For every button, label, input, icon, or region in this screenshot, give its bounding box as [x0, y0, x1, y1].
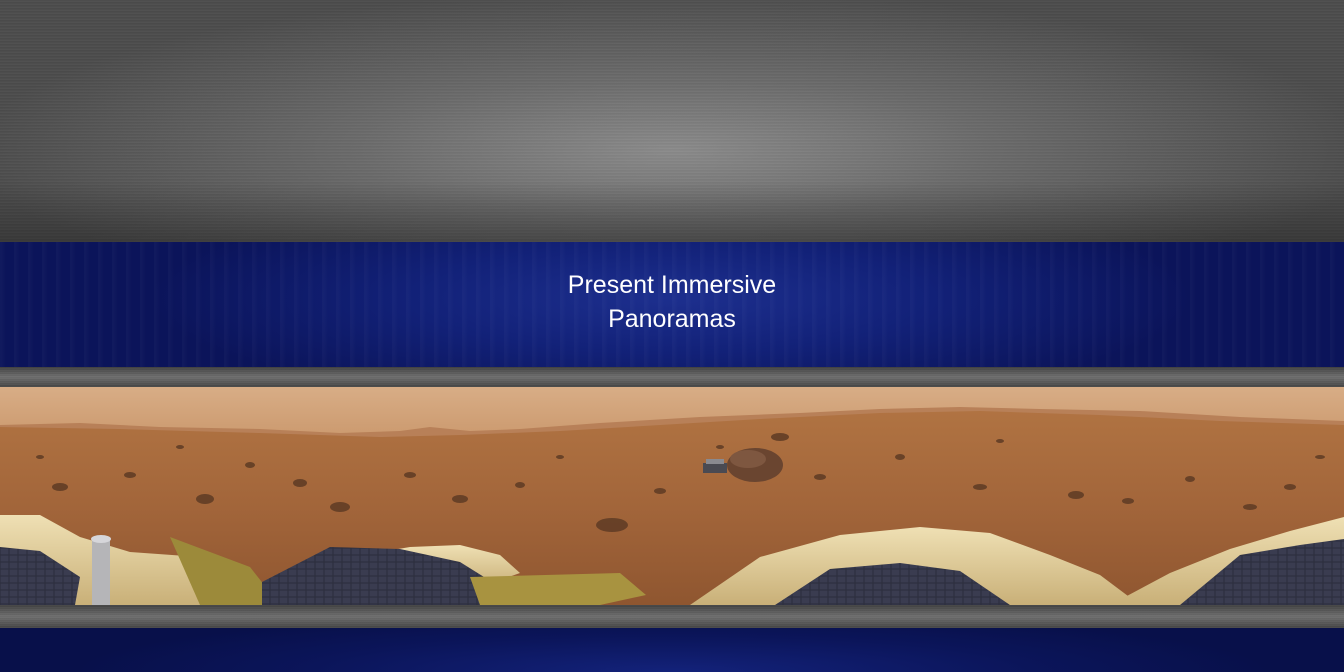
title-band: Present Immersive Panoramas — [0, 242, 1344, 367]
bottom-band — [0, 628, 1344, 672]
title-line-1: Present Immersive — [567, 270, 777, 299]
mars-panorama-image — [0, 387, 1344, 605]
metal-divider-bottom — [0, 605, 1344, 628]
brushed-metal-header — [0, 0, 1344, 242]
metal-divider-top — [0, 367, 1344, 387]
title-line-2: Panoramas — [608, 304, 736, 333]
slide-title: Present Immersive Panoramas — [512, 268, 832, 336]
